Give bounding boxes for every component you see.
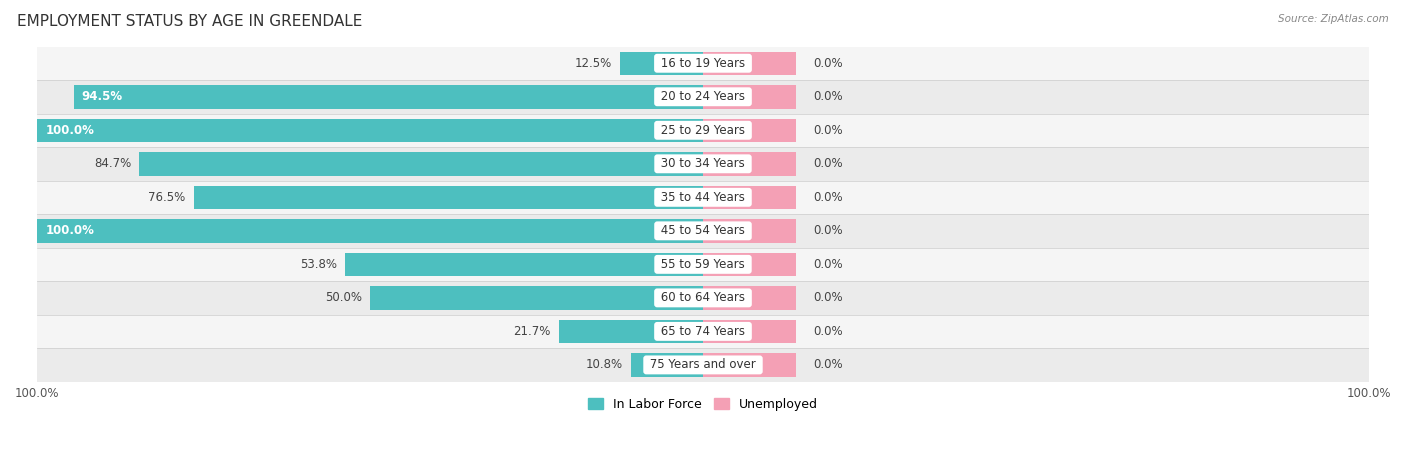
Bar: [703, 52, 796, 75]
Bar: [703, 118, 796, 142]
Bar: [344, 252, 703, 276]
Text: 0.0%: 0.0%: [813, 124, 842, 137]
Text: 94.5%: 94.5%: [82, 90, 122, 104]
Bar: [620, 52, 703, 75]
Bar: [703, 219, 796, 243]
Text: 100.0%: 100.0%: [45, 124, 94, 137]
Bar: [37, 113, 1369, 147]
Text: 55 to 59 Years: 55 to 59 Years: [657, 258, 749, 271]
Bar: [37, 281, 1369, 315]
Text: 20 to 24 Years: 20 to 24 Years: [657, 90, 749, 104]
Text: 25 to 29 Years: 25 to 29 Years: [657, 124, 749, 137]
Text: Source: ZipAtlas.com: Source: ZipAtlas.com: [1278, 14, 1389, 23]
Bar: [703, 252, 796, 276]
Bar: [194, 185, 703, 209]
Text: 84.7%: 84.7%: [94, 158, 131, 170]
Text: 0.0%: 0.0%: [813, 57, 842, 70]
Text: 0.0%: 0.0%: [813, 158, 842, 170]
Bar: [37, 180, 1369, 214]
Text: 35 to 44 Years: 35 to 44 Years: [657, 191, 749, 204]
Text: 0.0%: 0.0%: [813, 90, 842, 104]
Text: 16 to 19 Years: 16 to 19 Years: [657, 57, 749, 70]
Bar: [37, 219, 703, 243]
Text: 75 Years and over: 75 Years and over: [647, 358, 759, 371]
Text: 12.5%: 12.5%: [575, 57, 612, 70]
Text: 76.5%: 76.5%: [149, 191, 186, 204]
Bar: [37, 118, 703, 142]
Text: 60 to 64 Years: 60 to 64 Years: [657, 292, 749, 304]
Text: 0.0%: 0.0%: [813, 191, 842, 204]
Legend: In Labor Force, Unemployed: In Labor Force, Unemployed: [583, 393, 823, 416]
Bar: [370, 286, 703, 310]
Text: EMPLOYMENT STATUS BY AGE IN GREENDALE: EMPLOYMENT STATUS BY AGE IN GREENDALE: [17, 14, 363, 28]
Text: 0.0%: 0.0%: [813, 358, 842, 371]
Bar: [558, 320, 703, 343]
Text: 10.8%: 10.8%: [586, 358, 623, 371]
Bar: [703, 185, 796, 209]
Bar: [37, 80, 1369, 113]
Text: 0.0%: 0.0%: [813, 325, 842, 338]
Bar: [703, 286, 796, 310]
Bar: [37, 147, 1369, 180]
Text: 0.0%: 0.0%: [813, 225, 842, 237]
Bar: [37, 248, 1369, 281]
Text: 45 to 54 Years: 45 to 54 Years: [657, 225, 749, 237]
Bar: [37, 315, 1369, 348]
Text: 53.8%: 53.8%: [299, 258, 337, 271]
Bar: [631, 353, 703, 377]
Bar: [75, 85, 703, 108]
Bar: [703, 353, 796, 377]
Bar: [703, 85, 796, 108]
Bar: [37, 348, 1369, 382]
Text: 100.0%: 100.0%: [45, 225, 94, 237]
Bar: [37, 46, 1369, 80]
Bar: [37, 214, 1369, 248]
Text: 21.7%: 21.7%: [513, 325, 551, 338]
Bar: [703, 320, 796, 343]
Bar: [703, 152, 796, 176]
Text: 0.0%: 0.0%: [813, 292, 842, 304]
Text: 0.0%: 0.0%: [813, 258, 842, 271]
Text: 65 to 74 Years: 65 to 74 Years: [657, 325, 749, 338]
Bar: [139, 152, 703, 176]
Text: 30 to 34 Years: 30 to 34 Years: [657, 158, 749, 170]
Text: 50.0%: 50.0%: [325, 292, 363, 304]
